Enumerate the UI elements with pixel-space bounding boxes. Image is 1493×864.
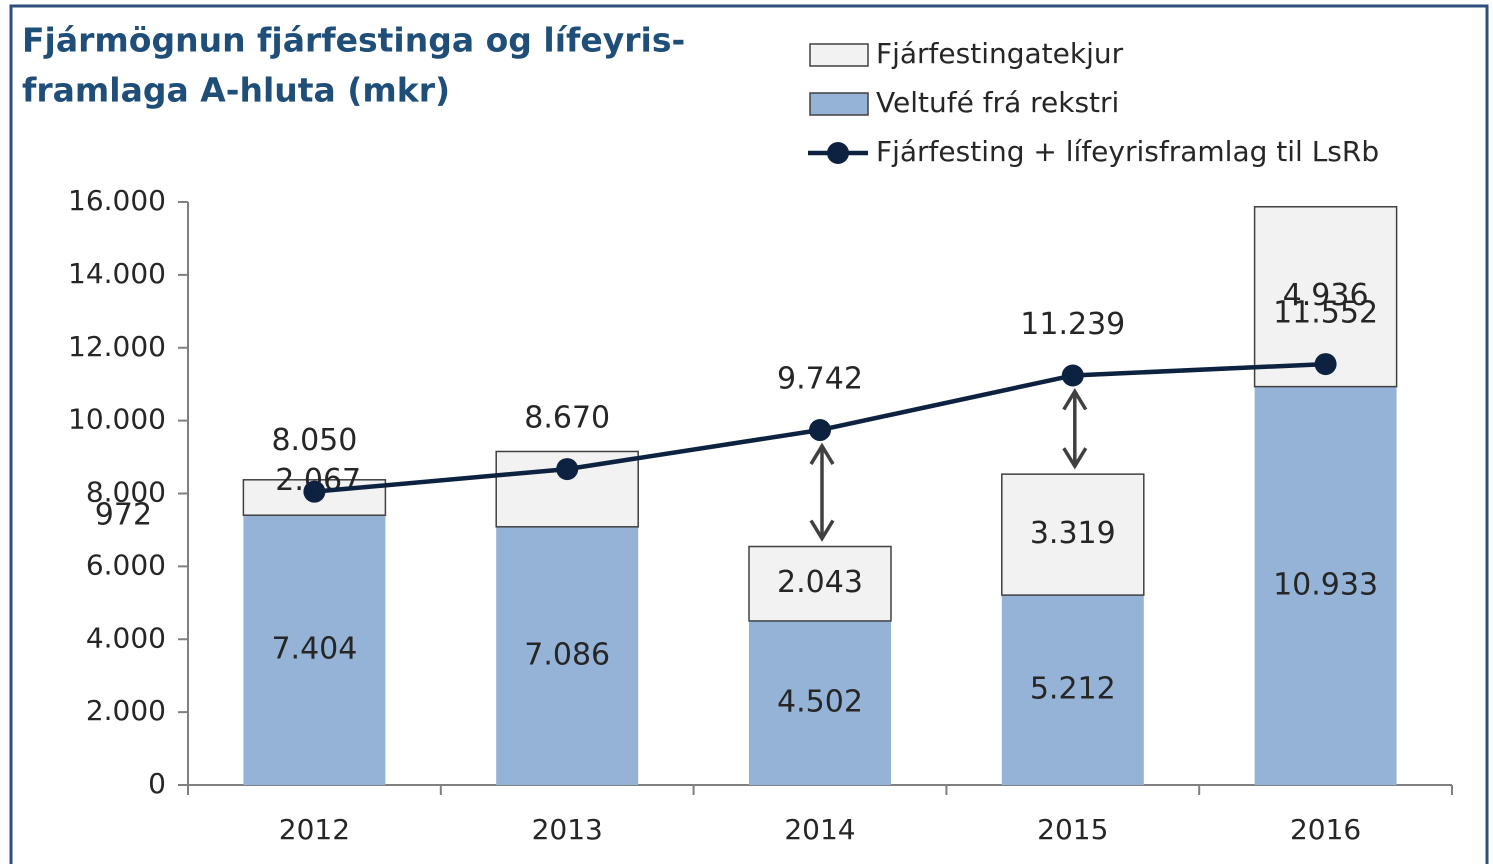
y-tick-label: 4.000 [86,621,166,654]
y-tick-label: 8.000 [86,476,166,509]
y-tick-label: 16.000 [68,184,166,217]
data-label: 8.670 [524,401,610,436]
data-label: 4.936 [1283,278,1369,313]
chart-title: Fjármögnun fjárfestinga og lífeyris- [22,21,685,60]
y-tick-label: 10.000 [68,403,166,436]
data-label: 7.404 [271,632,357,667]
bar-segment [1001,595,1144,785]
legend-swatch [809,92,869,116]
y-tick-label: 0 [148,767,166,800]
data-label: 9.742 [777,362,863,397]
y-tick-label: 12.000 [68,330,166,363]
bar-segment [748,545,892,622]
x-tick-label: 2015 [1037,813,1108,846]
x-tick-label: 2013 [532,813,603,846]
x-tick-label: 2012 [279,813,350,846]
legend-swatch [809,43,869,67]
data-label: 5.212 [1030,672,1116,707]
legend-label: Veltufé frá rekstri [876,86,1119,119]
y-tick-label: 2.000 [86,694,166,727]
x-tick-label: 2014 [784,813,855,846]
data-label: 10.933 [1273,567,1378,602]
data-label: 4.502 [777,684,863,719]
data-label: 3.319 [1030,516,1116,551]
legend-label: Fjárfesting + lífeyrisframlag til LsRb [876,135,1379,168]
bar-segment [496,526,639,785]
line-marker [556,458,579,481]
data-label: 2.043 [777,565,863,600]
line-marker [303,480,326,503]
line-marker [809,419,831,442]
legend-label: Fjárfestingatekjur [876,37,1124,70]
data-label: 8.050 [271,423,357,458]
bar-segment [749,620,891,785]
chart-title: framlaga A-hluta (mkr) [22,71,450,110]
line-marker [1314,353,1337,376]
legend-swatch [827,142,849,164]
line-marker [1061,364,1084,387]
y-tick-label: 6.000 [86,548,166,581]
gap-arrow-head [809,442,835,542]
x-tick-label: 2016 [1290,813,1361,846]
y-tick-label: 14.000 [68,257,166,290]
data-label: 11.239 [1020,307,1125,342]
gap-arrow-head [1062,388,1088,470]
frame [9,4,1489,864]
bar-segment [243,515,386,785]
bar-segment [1254,386,1397,785]
bar-segment [1001,473,1145,596]
data-label: 972 [95,497,152,532]
data-label: 11.552 [1273,296,1378,331]
data-label: 7.086 [524,637,610,672]
